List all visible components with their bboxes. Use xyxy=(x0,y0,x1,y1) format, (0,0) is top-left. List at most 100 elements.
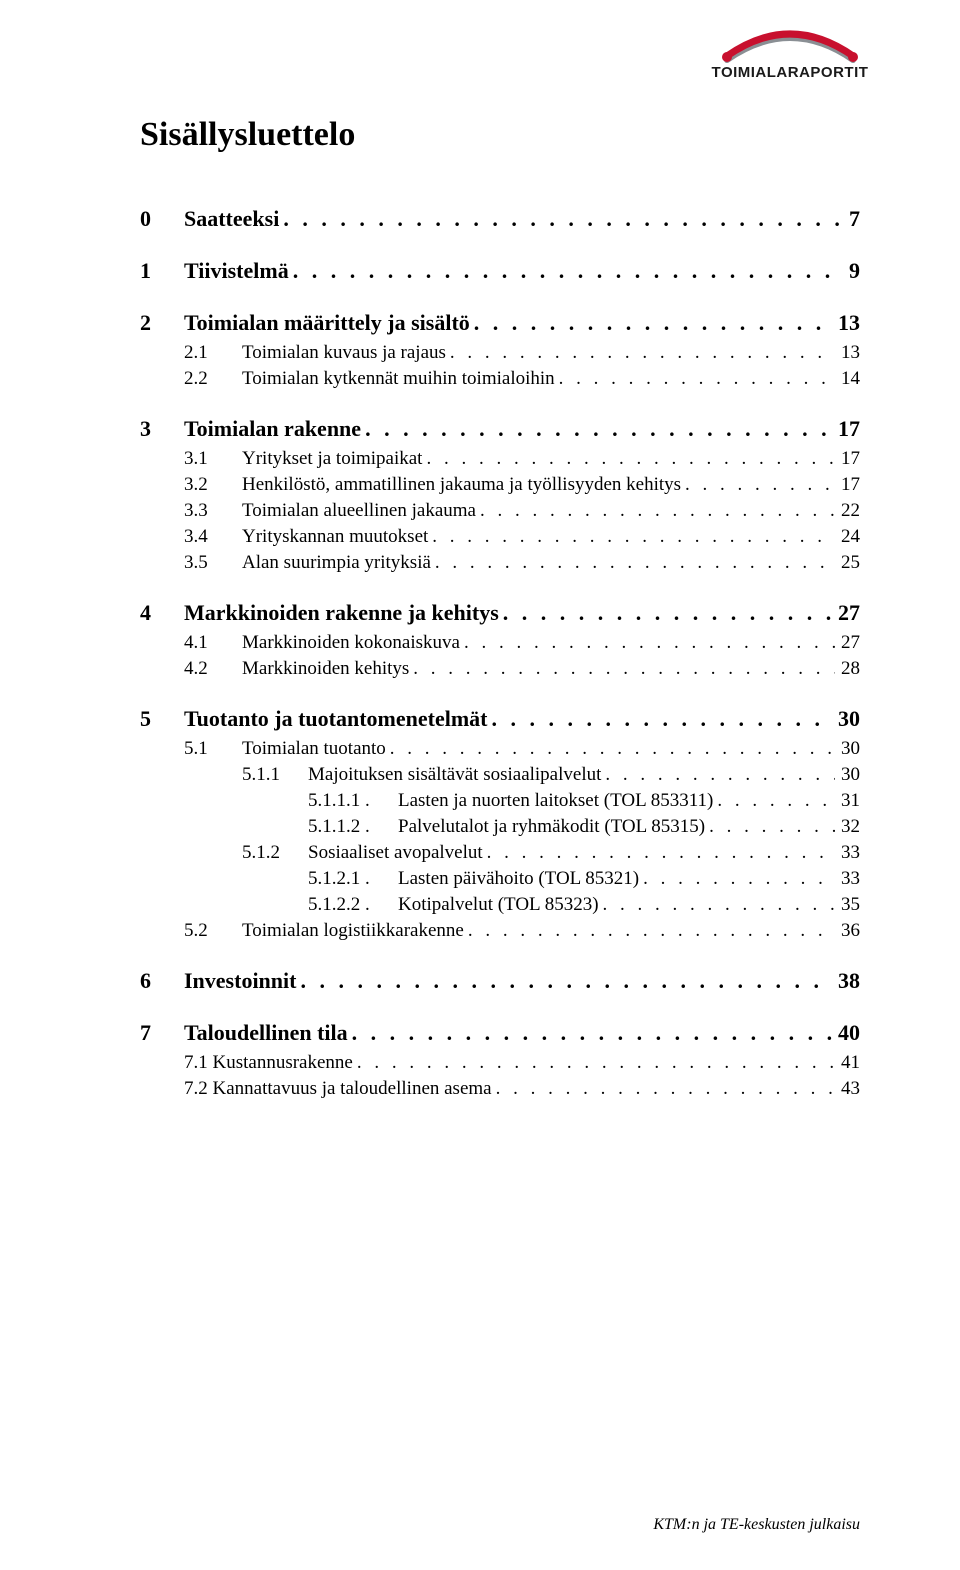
toc-entry: 5.1.2.2 .Kotipalvelut (TOL 85323)35 xyxy=(140,894,860,916)
toc-label: Yritykset ja toimipaikat xyxy=(242,448,422,470)
toc-entry: 0Saatteeksi7 xyxy=(140,206,860,232)
toc-entry: 6Investoinnit38 xyxy=(140,968,860,994)
toc-page-number: 36 xyxy=(835,920,860,942)
logo: TOIMIALARAPORTIT xyxy=(690,30,890,81)
toc-page-number: 17 xyxy=(835,448,860,470)
toc-leader xyxy=(446,342,835,364)
toc-number: 3.3 xyxy=(184,500,242,522)
toc-label: Toimialan tuotanto xyxy=(242,738,386,760)
toc-entry: 2.2Toimialan kytkennät muihin toimialoih… xyxy=(140,368,860,390)
toc-page-number: 41 xyxy=(835,1052,860,1074)
toc-label: Toimialan kytkennät muihin toimialoihin xyxy=(242,368,555,390)
toc-number: 3.2 xyxy=(184,474,242,496)
toc-leader xyxy=(386,738,835,760)
toc-leader xyxy=(353,1052,835,1074)
toc-leader xyxy=(361,416,832,442)
toc-number: 6 xyxy=(140,968,184,994)
toc-label: Toimialan logistiikkarakenne xyxy=(242,920,464,942)
toc-page-number: 7 xyxy=(843,206,860,232)
toc-page-number: 27 xyxy=(832,600,860,626)
toc-page-number: 40 xyxy=(832,1020,860,1046)
toc-leader xyxy=(279,206,843,232)
toc-entry: 5.1Toimialan tuotanto30 xyxy=(140,738,860,760)
toc-number: 5.1.1 xyxy=(242,764,308,786)
logo-arc-icon xyxy=(715,30,865,66)
toc-leader xyxy=(713,790,835,812)
toc-leader xyxy=(555,368,835,390)
toc-page-number: 35 xyxy=(835,894,860,916)
toc-entry: 3.4Yrityskannan muutokset24 xyxy=(140,526,860,548)
page: TOIMIALARAPORTIT Sisällysluettelo 0Saatt… xyxy=(0,0,960,1570)
toc-number: 0 xyxy=(140,206,184,232)
toc-leader xyxy=(488,706,833,732)
toc-label: Lasten ja nuorten laitokset (TOL 853311) xyxy=(398,790,713,812)
toc-leader xyxy=(483,842,835,864)
toc-leader xyxy=(289,258,843,284)
toc-entry: 7.2 Kannattavuus ja taloudellinen asema 4… xyxy=(140,1078,860,1100)
toc-number: 3 xyxy=(140,416,184,442)
toc-entry: 2.1Toimialan kuvaus ja rajaus13 xyxy=(140,342,860,364)
toc-leader xyxy=(460,632,835,654)
toc-leader xyxy=(409,658,835,680)
toc-entry: 3.5Alan suurimpia yrityksiä25 xyxy=(140,552,860,574)
toc-label: Lasten päivähoito (TOL 85321) xyxy=(398,868,639,890)
toc-number: 5.1.1.1 . xyxy=(308,790,398,812)
toc-entry: 7Taloudellinen tila40 xyxy=(140,1020,860,1046)
toc-page-number: 13 xyxy=(832,310,860,336)
table-of-contents: 0Saatteeksi7 1Tiivistelmä 9 2Toimialan määr… xyxy=(140,206,860,1100)
toc-label: Toimialan kuvaus ja rajaus xyxy=(242,342,446,364)
toc-label: Toimialan rakenne xyxy=(184,416,361,442)
toc-number: 5 xyxy=(140,706,184,732)
toc-entry: 3.1Yritykset ja toimipaikat 17 xyxy=(140,448,860,470)
toc-label: Markkinoiden kokonaiskuva xyxy=(242,632,460,654)
toc-leader xyxy=(470,310,832,336)
toc-page-number: 17 xyxy=(835,474,860,496)
toc-page-number: 27 xyxy=(835,632,860,654)
toc-leader xyxy=(599,894,835,916)
toc-page-number: 9 xyxy=(843,258,860,284)
toc-entry: 5Tuotanto ja tuotantomenetelmät30 xyxy=(140,706,860,732)
toc-number: 2.2 xyxy=(184,368,242,390)
toc-number: 5.1.2 xyxy=(242,842,308,864)
toc-entry: 1Tiivistelmä 9 xyxy=(140,258,860,284)
toc-number: 5.2 xyxy=(184,920,242,942)
toc-leader xyxy=(492,1078,835,1100)
toc-page-number: 17 xyxy=(832,416,860,442)
toc-number: 3.5 xyxy=(184,552,242,574)
toc-entry: 5.1.2.1 .Lasten päivähoito (TOL 85321)33 xyxy=(140,868,860,890)
toc-label: Toimialan alueellinen jakauma xyxy=(242,500,476,522)
toc-page-number: 25 xyxy=(835,552,860,574)
toc-number: 4.2 xyxy=(184,658,242,680)
toc-leader xyxy=(601,764,835,786)
toc-entry: 4.2Markkinoiden kehitys28 xyxy=(140,658,860,680)
toc-entry: 3Toimialan rakenne 17 xyxy=(140,416,860,442)
toc-leader xyxy=(705,816,835,838)
toc-entry: 2Toimialan määrittely ja sisältö 13 xyxy=(140,310,860,336)
toc-page-number: 24 xyxy=(835,526,860,548)
toc-label: Toimialan määrittely ja sisältö xyxy=(184,310,470,336)
toc-label: Henkilöstö, ammatillinen jakauma ja työl… xyxy=(242,474,681,496)
toc-entry: 5.1.1.1 .Lasten ja nuorten laitokset (TO… xyxy=(140,790,860,812)
toc-page-number: 43 xyxy=(835,1078,860,1100)
toc-number: 4.1 xyxy=(184,632,242,654)
toc-number: 2 xyxy=(140,310,184,336)
toc-label: Tiivistelmä xyxy=(184,258,289,284)
toc-entry: 4.1Markkinoiden kokonaiskuva 27 xyxy=(140,632,860,654)
toc-number: 3.1 xyxy=(184,448,242,470)
toc-label: 7.2 Kannattavuus ja taloudellinen asema xyxy=(184,1078,492,1100)
toc-page-number: 30 xyxy=(835,764,860,786)
toc-number: 1 xyxy=(140,258,184,284)
toc-entry: 4Markkinoiden rakenne ja kehitys27 xyxy=(140,600,860,626)
toc-leader xyxy=(431,552,835,574)
toc-label: Taloudellinen tila xyxy=(184,1020,348,1046)
toc-number: 3.4 xyxy=(184,526,242,548)
toc-page-number: 31 xyxy=(835,790,860,812)
toc-leader xyxy=(428,526,835,548)
toc-page-number: 22 xyxy=(835,500,860,522)
toc-label: 7.1 Kustannusrakenne xyxy=(184,1052,353,1074)
toc-label: Markkinoiden rakenne ja kehitys xyxy=(184,600,499,626)
toc-page-number: 38 xyxy=(832,968,860,994)
toc-number: 5.1 xyxy=(184,738,242,760)
toc-number: 5.1.2.1 . xyxy=(308,868,398,890)
toc-page-number: 33 xyxy=(835,842,860,864)
